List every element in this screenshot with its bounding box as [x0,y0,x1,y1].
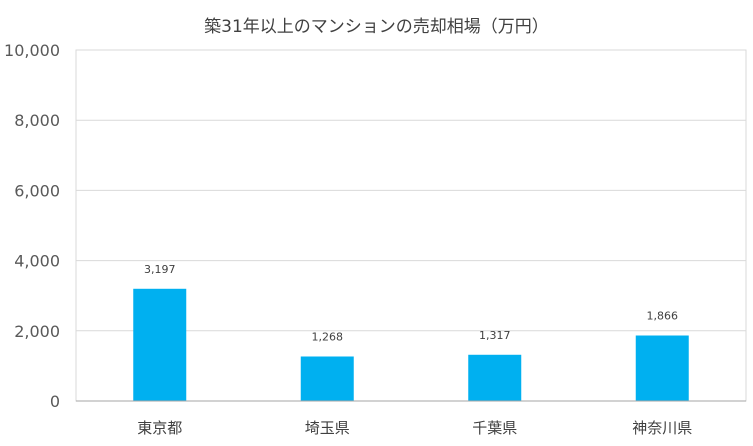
y-tick-label: 2,000 [14,322,60,341]
data-label: 1,866 [647,310,679,323]
x-tick-label: 東京都 [137,419,182,437]
y-tick-label: 6,000 [14,181,60,200]
bars [133,288,689,401]
x-tick-label: 千葉県 [472,419,517,437]
y-tick-label: 4,000 [14,252,60,271]
y-axis: 0 2,000 4,000 6,000 8,000 10,000 [4,41,60,411]
bar [133,288,187,401]
x-tick-label: 埼玉県 [305,419,350,437]
x-axis: 東京都 埼玉県 千葉県 神奈川県 [76,400,746,437]
bar [300,356,354,401]
data-label: 3,197 [144,263,176,276]
bar [635,335,689,401]
data-labels: 3,197 1,268 1,317 1,866 [144,263,678,344]
bar [468,354,522,401]
x-tick-label: 神奈川県 [632,419,692,437]
data-label: 1,317 [479,329,511,342]
y-tick-label: 10,000 [4,41,60,60]
gridlines [76,119,746,332]
y-tick-label: 8,000 [14,111,60,130]
y-tick-label: 0 [50,392,60,411]
chart-title: 築31年以上のマンションの売却相場（万円） [204,17,549,37]
data-label: 1,268 [312,330,344,343]
